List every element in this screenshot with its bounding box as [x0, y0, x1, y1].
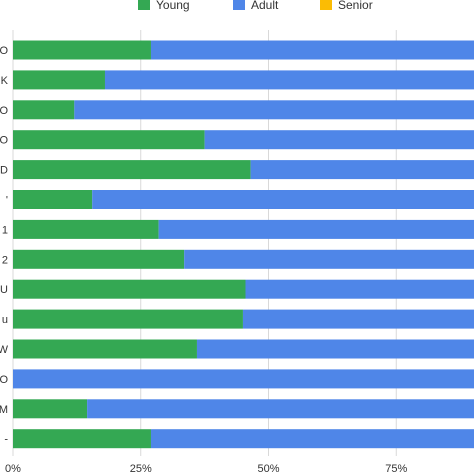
bar-young-13	[13, 429, 151, 449]
y-tick-label-2: O	[0, 105, 8, 117]
bar-adult-8	[245, 279, 474, 299]
bar-young-2	[13, 100, 75, 120]
bars	[13, 40, 474, 449]
x-tick-label-1: 25%	[130, 463, 152, 474]
y-tick-label-1: K	[1, 75, 9, 87]
bar-adult-10	[196, 339, 474, 359]
legend-label-young: Young	[156, 0, 190, 12]
bar-young-3	[13, 130, 205, 150]
bar-adult-6	[158, 219, 474, 239]
bar-adult-12	[87, 399, 474, 419]
legend: Young Adult Senior	[138, 0, 373, 12]
bar-young-7	[13, 249, 185, 269]
bar-adult-9	[242, 309, 474, 329]
y-tick-label-10: W	[0, 344, 9, 356]
bar-young-5	[13, 190, 93, 209]
bar-adult-5	[92, 190, 474, 209]
bar-young-6	[13, 219, 159, 239]
gridlines	[12, 30, 397, 456]
x-tick-label-3: 75%	[385, 463, 407, 474]
legend-swatch-senior	[320, 0, 332, 10]
y-tick-label-8: U	[0, 284, 8, 296]
y-tick-label-0: O	[0, 45, 8, 57]
bar-young-8	[13, 279, 246, 299]
bar-adult-1	[104, 70, 474, 90]
bar-young-1	[13, 70, 105, 90]
bar-adult-0	[150, 40, 474, 60]
bar-young-10	[13, 339, 197, 359]
y-tick-label-7: 2	[2, 254, 8, 266]
x-tick-label-2: 50%	[257, 463, 279, 474]
bar-adult-2	[74, 100, 474, 120]
y-tick-label-13: -	[4, 434, 8, 446]
bar-adult-4	[250, 160, 474, 180]
bar-adult-13	[150, 429, 474, 449]
y-tick-label-5: '	[6, 195, 8, 207]
bar-young-12	[13, 399, 88, 419]
x-tick-labels: 0% 25% 50% 75%	[5, 463, 407, 474]
bar-adult-11	[13, 369, 474, 389]
bar-young-4	[13, 160, 251, 180]
y-tick-label-11: O	[0, 374, 8, 386]
bar-adult-7	[184, 249, 474, 269]
y-tick-label-6: 1	[2, 224, 8, 236]
y-tick-labels: O K O O D ' 1 2 Uu W O M -	[0, 45, 9, 446]
bar-young-0	[13, 40, 151, 60]
y-tick-label-3: O	[0, 135, 8, 147]
y-tick-label-12: M	[0, 404, 8, 416]
y-tick-label-9: u	[2, 314, 8, 326]
legend-label-senior: Senior	[338, 0, 373, 12]
legend-label-adult: Adult	[251, 0, 279, 12]
bar-young-9	[13, 309, 243, 329]
y-tick-label-4: D	[0, 165, 8, 177]
legend-swatch-adult	[233, 0, 245, 10]
x-tick-label-0: 0%	[5, 463, 21, 474]
legend-swatch-young	[138, 0, 150, 10]
bar-adult-3	[204, 130, 474, 150]
